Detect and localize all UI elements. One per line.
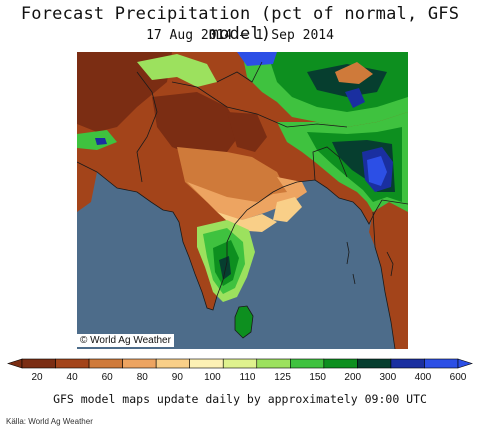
- legend-swatch: [256, 358, 291, 369]
- source-credit: Källa: World Ag Weather: [6, 417, 93, 426]
- update-note: GFS model maps update daily by approxima…: [53, 392, 427, 406]
- legend-swatch: [55, 358, 90, 369]
- sri-lanka: [235, 306, 253, 338]
- legend-label: 90: [171, 372, 183, 383]
- legend-swatch: [88, 358, 123, 369]
- legend-label: 40: [66, 372, 78, 383]
- legend-swatch: [155, 358, 190, 369]
- map-title: Forecast Precipitation (pct of normal, G…: [20, 4, 460, 44]
- legend-swatch: [222, 358, 258, 369]
- precipitation-map: [77, 52, 408, 349]
- legend-swatch: [357, 358, 392, 369]
- legend-label: 200: [344, 372, 362, 383]
- legend-swatch: [390, 358, 425, 369]
- legend-arrow-high: [457, 358, 473, 369]
- legend-swatch: [189, 358, 224, 369]
- legend-label: 300: [379, 372, 397, 383]
- legend-label: 150: [309, 372, 326, 383]
- land-west: [77, 162, 97, 212]
- legend-swatch: [290, 358, 325, 369]
- legend-label: 60: [101, 372, 113, 383]
- legend-arrow-low: [7, 358, 23, 369]
- land-east: [369, 202, 408, 349]
- legend-swatch: [424, 358, 459, 369]
- legend-labels: 20 40 60 80 90 100 110 125 150 200 300 400 600: [0, 372, 480, 386]
- legend-swatch: [122, 358, 157, 369]
- legend-label: 125: [274, 372, 291, 383]
- legend-label: 80: [136, 372, 148, 383]
- legend-swatch: [21, 358, 56, 369]
- date-range: 17 Aug 2014 — 1 Sep 2014: [146, 28, 334, 43]
- color-legend: [0, 356, 480, 386]
- legend-label: 100: [204, 372, 221, 383]
- legend-label: 110: [239, 372, 256, 383]
- map-credit: © World Ag Weather: [77, 334, 174, 347]
- legend-label: 600: [449, 372, 467, 383]
- legend-label: 20: [31, 372, 43, 383]
- legend-swatch: [323, 358, 358, 369]
- legend-label: 400: [414, 372, 432, 383]
